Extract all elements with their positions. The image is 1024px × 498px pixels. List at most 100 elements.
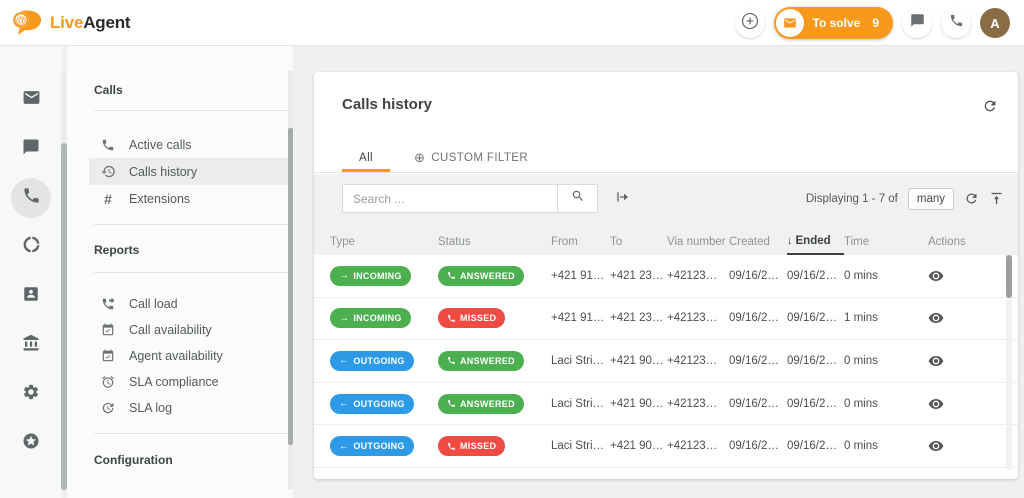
cell-created: 09/16/2… bbox=[729, 440, 787, 452]
jump-forward-icon[interactable] bbox=[614, 189, 630, 210]
sidebar-item-label: SLA log bbox=[129, 401, 172, 415]
phone-icon bbox=[22, 186, 41, 210]
calls-sidebar: Calls Active calls Calls history # Exten… bbox=[67, 46, 293, 498]
column-header-from[interactable]: From bbox=[551, 228, 610, 255]
scroll-to-top-icon[interactable] bbox=[989, 191, 1004, 206]
table-row[interactable]: ←OUTGOING ANSWERED Laci Stri… +421 90… +… bbox=[314, 340, 1018, 383]
column-header-via-number[interactable]: Via number bbox=[667, 228, 729, 255]
view-details-eye-icon[interactable] bbox=[928, 396, 944, 412]
column-header-ended-sorted[interactable]: ↓ Ended bbox=[787, 228, 844, 255]
rail-item-billing[interactable] bbox=[11, 331, 51, 359]
cell-ended: 09/16/2… bbox=[787, 312, 844, 324]
table-row[interactable]: →INCOMING MISSED +421 91… +421 23… +4212… bbox=[314, 298, 1018, 341]
refresh-icon[interactable] bbox=[964, 191, 979, 206]
search-button[interactable] bbox=[557, 185, 597, 212]
cell-time: 0 mins bbox=[844, 440, 920, 452]
column-header-status[interactable]: Status bbox=[438, 228, 551, 255]
sidebar-scrollbar-thumb[interactable] bbox=[288, 128, 293, 445]
svg-text:@: @ bbox=[16, 15, 27, 27]
bank-icon bbox=[22, 334, 40, 357]
calls-button[interactable] bbox=[941, 8, 971, 38]
refresh-icon[interactable] bbox=[982, 98, 998, 119]
page-size-selector[interactable]: many bbox=[908, 188, 954, 210]
view-details-eye-icon[interactable] bbox=[928, 310, 944, 326]
table-row[interactable]: →INCOMING ANSWERED +421 91… +421 23… +42… bbox=[314, 255, 1018, 298]
sidebar-item-call-load[interactable]: Call load bbox=[89, 290, 293, 317]
sidebar-item-label: Calls history bbox=[129, 165, 197, 179]
sidebar-item-label: Call availability bbox=[129, 323, 212, 337]
rail-item-calls[interactable] bbox=[11, 184, 51, 212]
cell-to: +421 23… bbox=[610, 270, 667, 282]
arrow-right-icon: → bbox=[339, 313, 349, 324]
liveagent-logo[interactable]: @ LiveAgent bbox=[12, 7, 130, 39]
sidebar-item-calls-history[interactable]: Calls history bbox=[89, 158, 293, 185]
view-details-eye-icon[interactable] bbox=[928, 353, 944, 369]
rail-item-settings[interactable] bbox=[11, 380, 51, 408]
type-badge-outgoing: ←OUTGOING bbox=[330, 436, 414, 456]
divider bbox=[94, 272, 290, 273]
rail-item-tickets[interactable] bbox=[11, 86, 51, 114]
arrow-left-icon: ← bbox=[339, 441, 349, 452]
cell-from: Laci Stri… bbox=[551, 440, 610, 452]
sidebar-item-active-calls[interactable]: Active calls bbox=[89, 131, 293, 158]
search-input[interactable] bbox=[343, 185, 557, 212]
user-avatar[interactable]: A bbox=[980, 8, 1010, 38]
top-bar-actions: To solve 9 A bbox=[735, 7, 1010, 39]
sidebar-item-agent-availability[interactable]: Agent availability bbox=[89, 342, 293, 369]
column-header-to[interactable]: To bbox=[610, 228, 667, 255]
section-heading-calls: Calls bbox=[94, 83, 123, 97]
column-header-actions: Actions bbox=[920, 228, 980, 255]
logo-text: LiveAgent bbox=[50, 13, 130, 33]
column-header-created[interactable]: Created bbox=[729, 228, 787, 255]
rail-item-contacts[interactable] bbox=[11, 282, 51, 310]
sidebar-item-extensions[interactable]: # Extensions bbox=[89, 185, 293, 212]
rail-item-addons[interactable] bbox=[11, 429, 51, 457]
status-badge-missed: MISSED bbox=[438, 436, 505, 456]
table-toolbar: Displaying 1 - 7 of many bbox=[314, 184, 1018, 214]
rail-item-social[interactable] bbox=[11, 233, 51, 261]
sidebar-item-call-availability[interactable]: Call availability bbox=[89, 316, 293, 343]
sidebar-item-sla-log[interactable]: SLA log bbox=[89, 394, 293, 421]
divider bbox=[94, 224, 290, 225]
tab-custom-filter[interactable]: ⊕ CUSTOM FILTER bbox=[404, 144, 538, 172]
star-circle-icon bbox=[22, 432, 40, 455]
phone-icon bbox=[100, 137, 116, 153]
cell-created: 09/16/2… bbox=[729, 270, 787, 282]
plus-circle-icon bbox=[740, 11, 760, 36]
cell-from: Laci Stri… bbox=[551, 398, 610, 410]
chat-bubble-icon bbox=[22, 138, 40, 161]
tab-all[interactable]: All bbox=[342, 144, 390, 172]
cell-via-number: +42123… bbox=[667, 440, 729, 452]
rail-item-chats[interactable] bbox=[11, 135, 51, 163]
table-row[interactable]: ←OUTGOING ANSWERED Laci Stri… +421 90… +… bbox=[314, 383, 1018, 426]
column-header-time[interactable]: Time bbox=[844, 228, 920, 255]
cell-from: +421 91… bbox=[551, 270, 610, 282]
cell-created: 09/16/2… bbox=[729, 355, 787, 367]
section-heading-configuration: Configuration bbox=[94, 453, 173, 467]
search-icon bbox=[571, 189, 585, 208]
arrow-left-icon: ← bbox=[339, 398, 349, 409]
chats-button[interactable] bbox=[902, 8, 932, 38]
cell-time: 0 mins bbox=[844, 270, 920, 282]
add-button[interactable] bbox=[735, 8, 765, 38]
view-details-eye-icon[interactable] bbox=[928, 438, 944, 454]
chat-bubble-icon bbox=[910, 13, 925, 33]
table-row[interactable]: ←OUTGOING MISSED Laci Stri… +421 90… +42… bbox=[314, 425, 1018, 468]
view-details-eye-icon[interactable] bbox=[928, 268, 944, 284]
column-header-type[interactable]: Type bbox=[330, 228, 438, 255]
to-solve-button[interactable]: To solve 9 bbox=[774, 7, 893, 39]
cell-to: +421 23… bbox=[610, 312, 667, 324]
sidebar-item-sla-compliance[interactable]: SLA compliance bbox=[89, 368, 293, 395]
type-badge-outgoing: ←OUTGOING bbox=[330, 394, 414, 414]
phone-icon bbox=[949, 13, 964, 33]
column-label: Ended bbox=[796, 235, 831, 247]
calls-history-panel: Calls history All ⊕ CUSTOM FILTER bbox=[314, 72, 1018, 479]
cell-via-number: +42123… bbox=[667, 312, 729, 324]
table-header: Type Status From To Via number Created ↓… bbox=[314, 228, 1018, 255]
type-badge-incoming: →INCOMING bbox=[330, 308, 411, 328]
sidebar-item-label: SLA compliance bbox=[129, 375, 219, 389]
cell-ended: 09/16/2… bbox=[787, 440, 844, 452]
table-scrollbar-thumb[interactable] bbox=[1006, 255, 1012, 298]
ring-icon bbox=[22, 235, 41, 259]
alarm-clock-icon bbox=[100, 374, 116, 390]
